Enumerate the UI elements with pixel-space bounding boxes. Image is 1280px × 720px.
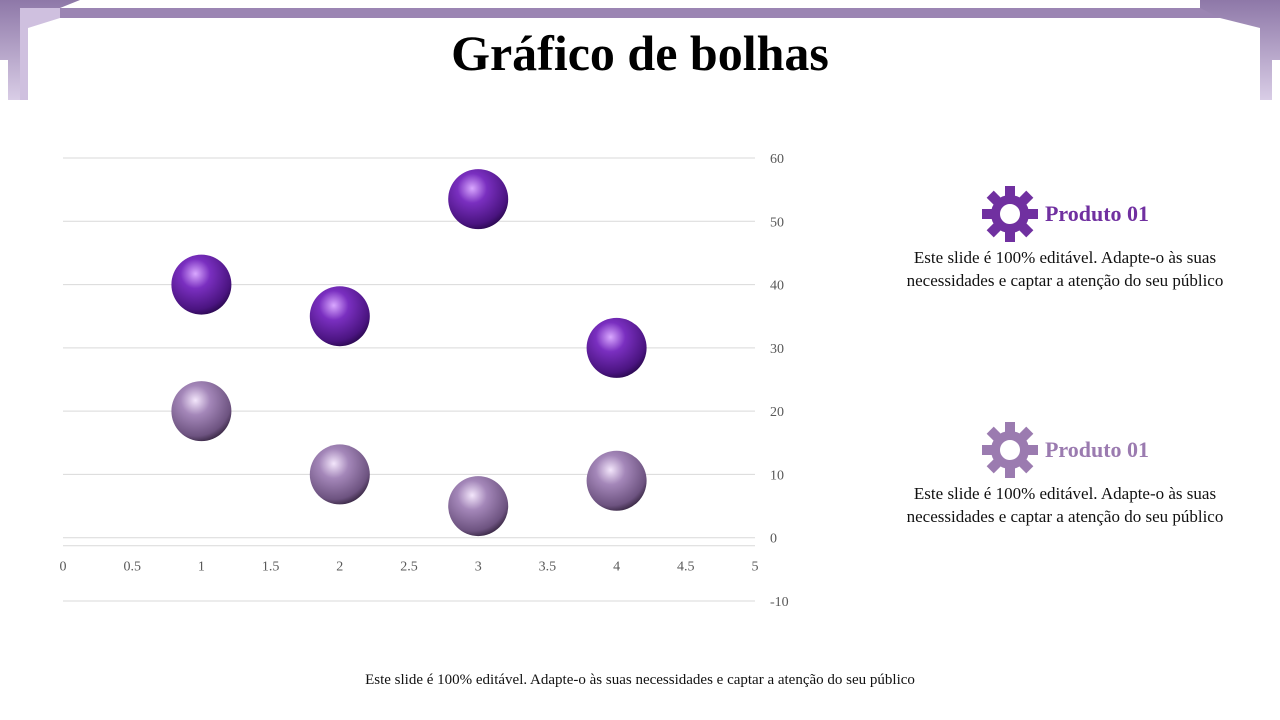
- chart-gridlines: [63, 157, 755, 602]
- bubble-point: [171, 381, 232, 442]
- bubble-point: [309, 286, 370, 347]
- x-tick-label: 0: [60, 560, 67, 575]
- y-tick-label: 10: [770, 468, 784, 483]
- x-tick-label: 4: [613, 560, 620, 575]
- footer-text: Este slide é 100% editável. Adapte-o às …: [365, 672, 915, 688]
- legend-name: Produto 01: [1044, 437, 1150, 462]
- bubble-chart: 60 50 40 30 20 10 0 -10 0 0.5 1 1.5 2 2.5 3 3.5 4 4.5 5: [60, 152, 789, 610]
- bubble-point: [309, 444, 370, 505]
- x-tick-label: 1: [198, 560, 205, 575]
- legend-description: Este slide é 100% editável. Adapte-o às …: [906, 248, 1224, 290]
- x-tick-label: 2: [336, 560, 343, 575]
- x-tick-label: 5: [752, 560, 759, 575]
- bubble-point: [448, 476, 509, 537]
- bubble-point: [448, 169, 509, 230]
- bubble-series: [171, 169, 647, 537]
- bubble-point: [586, 317, 647, 378]
- gear-icon: [981, 422, 1038, 478]
- y-axis: 60 50 40 30 20 10 0 -10: [770, 152, 789, 610]
- x-tick-label: 2.5: [400, 560, 418, 575]
- legend-name: Produto 01: [1044, 201, 1150, 226]
- y-tick-label: 50: [770, 215, 784, 230]
- bubble-point: [171, 254, 232, 315]
- bubble-point: [586, 450, 647, 511]
- legend-item-2: Produto 01 Este slide é 100% editável. A…: [890, 420, 1240, 528]
- x-tick-label: 1.5: [262, 560, 280, 575]
- x-axis: 0 0.5 1 1.5 2 2.5 3 3.5 4 4.5 5: [60, 560, 759, 575]
- slide-frame: [0, 0, 1280, 100]
- x-tick-label: 3: [475, 560, 482, 575]
- page-title: Gráfico de bolhas: [451, 25, 829, 81]
- y-tick-label: 60: [770, 152, 784, 167]
- legend-description: Este slide é 100% editável. Adapte-o às …: [906, 484, 1224, 526]
- gear-icon: [981, 186, 1038, 242]
- x-tick-label: 0.5: [123, 560, 141, 575]
- y-tick-label: 0: [770, 532, 777, 547]
- x-tick-label: 3.5: [539, 560, 557, 575]
- y-tick-label: 40: [770, 279, 784, 294]
- legend-item-1: Produto 01 Este slide é 100% editável. A…: [890, 184, 1240, 292]
- x-tick-label: 4.5: [677, 560, 695, 575]
- y-tick-label: -10: [770, 595, 789, 610]
- y-tick-label: 20: [770, 405, 784, 420]
- y-tick-label: 30: [770, 342, 784, 357]
